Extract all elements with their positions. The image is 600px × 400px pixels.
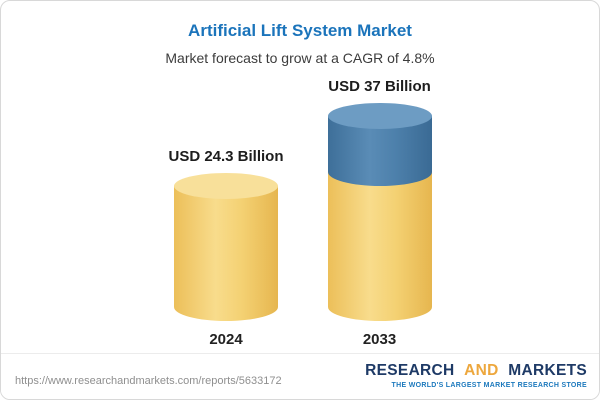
stacked-cylinder-2033 xyxy=(327,103,432,321)
chart-title: Artificial Lift System Market xyxy=(188,21,412,40)
bar-2033: USD 37 Billion 2033 xyxy=(327,78,432,348)
value-label-2024: USD 24.3 Billion xyxy=(168,148,284,165)
source-url: https://www.researchandmarkets.com/repor… xyxy=(15,375,282,387)
cylinder-bar-chart: USD 24.3 Billion 2024 USD 37 Billion 203… xyxy=(1,78,599,348)
value-label-2033: USD 37 Billion xyxy=(328,78,431,95)
logo-word-research: RESEARCH xyxy=(365,362,455,380)
logo-word-and: AND xyxy=(464,362,499,380)
chart-subtitle: Market forecast to grow at a CAGR of 4.8… xyxy=(165,50,435,66)
research-and-markets-logo: RESEARCH AND MARKETS THE WORLD'S LARGEST… xyxy=(365,362,587,390)
category-label-2033: 2033 xyxy=(362,331,397,348)
footer: https://www.researchandmarkets.com/repor… xyxy=(1,353,599,399)
cylinder-top-ellipse xyxy=(174,173,278,199)
logo-word-markets: MARKETS xyxy=(508,362,587,380)
gold-cylinder-2024 xyxy=(174,173,278,321)
logo-tagline: THE WORLD'S LARGEST MARKET RESEARCH STOR… xyxy=(391,382,587,390)
blue-growth-segment xyxy=(327,103,432,186)
cylinder-top-ellipse xyxy=(327,103,432,129)
category-label-2024: 2024 xyxy=(209,331,243,348)
gold-base-segment xyxy=(327,172,432,321)
logo-wordmark: RESEARCH AND MARKETS xyxy=(365,362,587,379)
bar-2024: USD 24.3 Billion 2024 xyxy=(168,148,283,348)
